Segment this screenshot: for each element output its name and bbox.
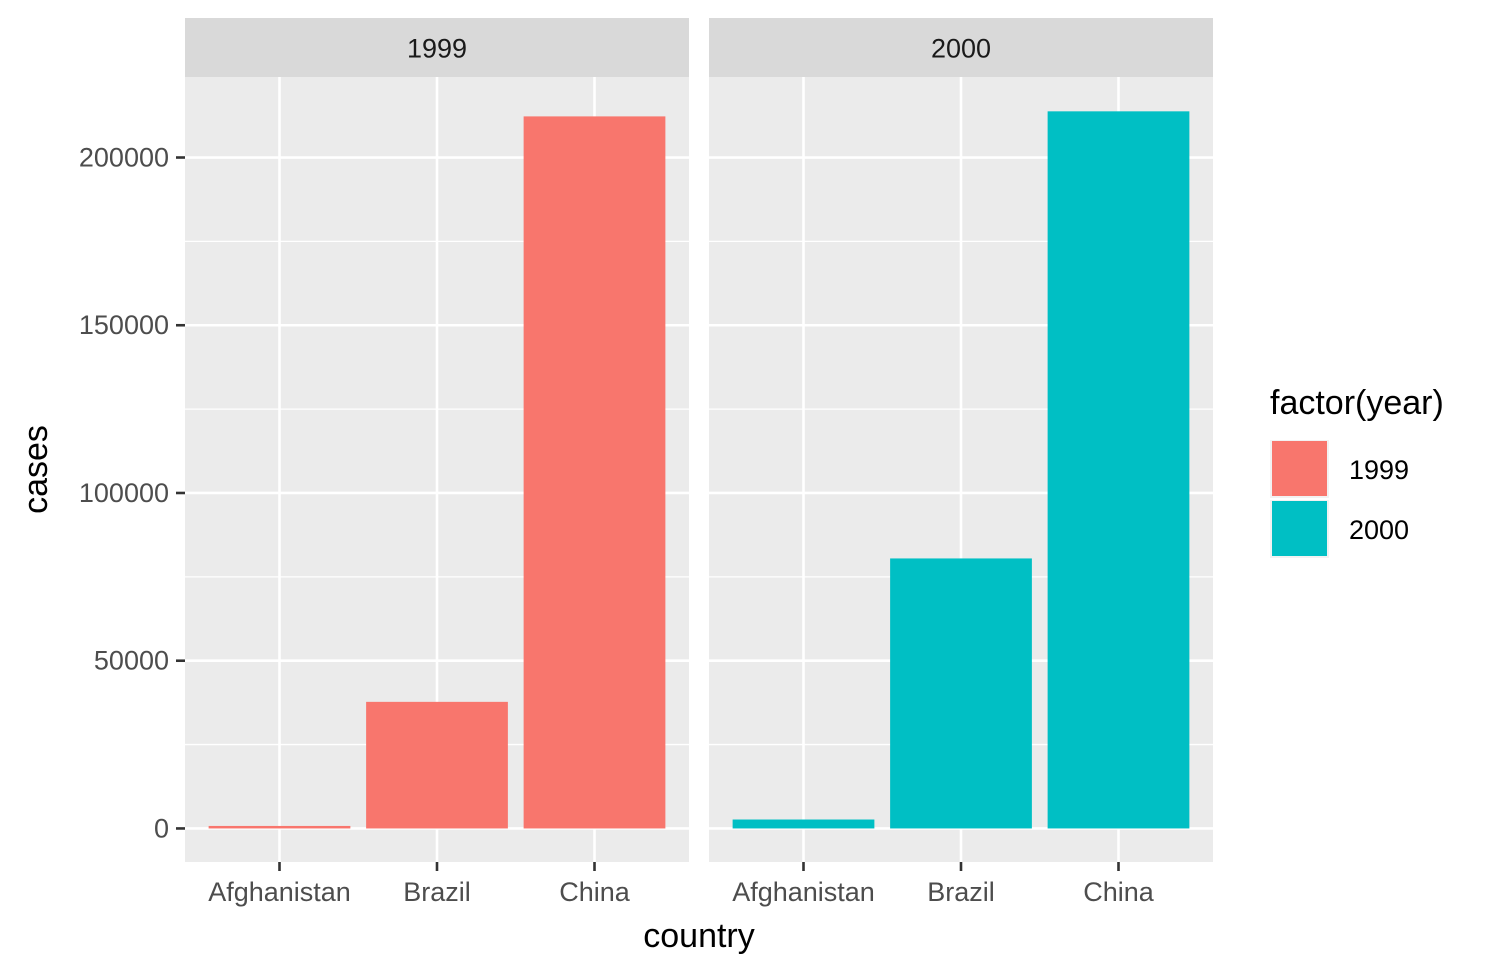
- legend-key-2000: [1272, 501, 1327, 556]
- y-axis-title: cases: [17, 425, 55, 514]
- bar-1999-china: [523, 116, 666, 829]
- y-tick-label: 100000: [79, 478, 169, 508]
- facet-strip-label: 1999: [407, 34, 467, 64]
- bar-2000-china: [1047, 111, 1190, 829]
- bar-2000-afghanistan: [732, 819, 875, 829]
- x-tick-label: China: [1083, 877, 1155, 907]
- legend-label: 1999: [1349, 455, 1409, 485]
- facet-strip-2000: [709, 18, 1213, 77]
- bar-1999-afghanistan: [208, 825, 351, 829]
- y-tick-label: 0: [154, 813, 169, 843]
- x-axis-title: country: [643, 917, 755, 955]
- y-tick-label: 50000: [94, 646, 169, 676]
- facet-strip-label: 2000: [931, 34, 991, 64]
- x-tick-label: Brazil: [403, 877, 471, 907]
- y-tick-label: 150000: [79, 310, 169, 340]
- legend-title: factor(year): [1270, 384, 1444, 422]
- legend-key-1999: [1272, 441, 1327, 496]
- x-tick-label: Afghanistan: [732, 877, 875, 907]
- x-tick-label: Afghanistan: [208, 877, 351, 907]
- facet-strip-1999: [185, 18, 689, 77]
- x-tick-label: Brazil: [927, 877, 995, 907]
- bar-1999-brazil: [366, 701, 508, 829]
- y-tick-label: 200000: [79, 143, 169, 173]
- bar-2000-brazil: [890, 558, 1032, 829]
- x-tick-label: China: [559, 877, 631, 907]
- legend-label: 2000: [1349, 515, 1409, 545]
